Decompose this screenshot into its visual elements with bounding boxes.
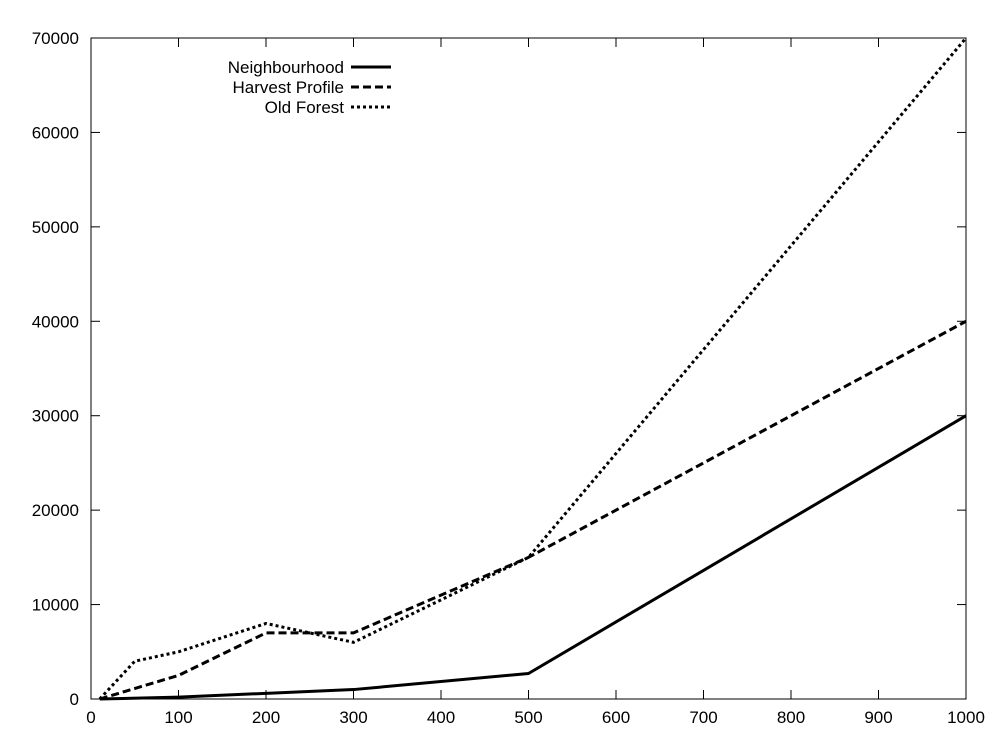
x-tick-label: 0 bbox=[86, 708, 95, 727]
x-tick-label: 900 bbox=[864, 708, 892, 727]
y-tick-label: 40000 bbox=[32, 312, 79, 331]
y-tick-label: 10000 bbox=[32, 596, 79, 615]
series-line-harvest-profile bbox=[99, 319, 967, 701]
series-line-old-forest bbox=[98, 37, 968, 701]
y-tick-label: 70000 bbox=[32, 29, 79, 48]
x-tick-label: 700 bbox=[689, 708, 717, 727]
x-tick-label: 1000 bbox=[947, 708, 985, 727]
x-tick-label: 800 bbox=[777, 708, 805, 727]
series-line-neighbourhood bbox=[99, 414, 967, 701]
y-tick-label: 0 bbox=[70, 690, 79, 709]
x-tick-label: 500 bbox=[514, 708, 542, 727]
x-tick-label: 100 bbox=[164, 708, 192, 727]
y-tick-label: 20000 bbox=[32, 501, 79, 520]
x-tick-label: 200 bbox=[252, 708, 280, 727]
legend-label: Old Forest bbox=[265, 98, 345, 117]
legend-label: Harvest Profile bbox=[233, 78, 344, 97]
axis-ticks: 0 100 200 300 400 500 600 700 800 900 100001000020… bbox=[32, 29, 985, 727]
legend-label: Neighbourhood bbox=[228, 58, 344, 77]
y-tick-label: 60000 bbox=[32, 123, 79, 142]
plot-frame bbox=[90, 37, 967, 700]
series-lines bbox=[98, 37, 968, 701]
x-tick-label: 400 bbox=[427, 708, 455, 727]
x-tick-label: 300 bbox=[339, 708, 367, 727]
y-tick-label: 30000 bbox=[32, 407, 79, 426]
y-tick-label: 50000 bbox=[32, 218, 79, 237]
x-tick-label: 600 bbox=[602, 708, 630, 727]
